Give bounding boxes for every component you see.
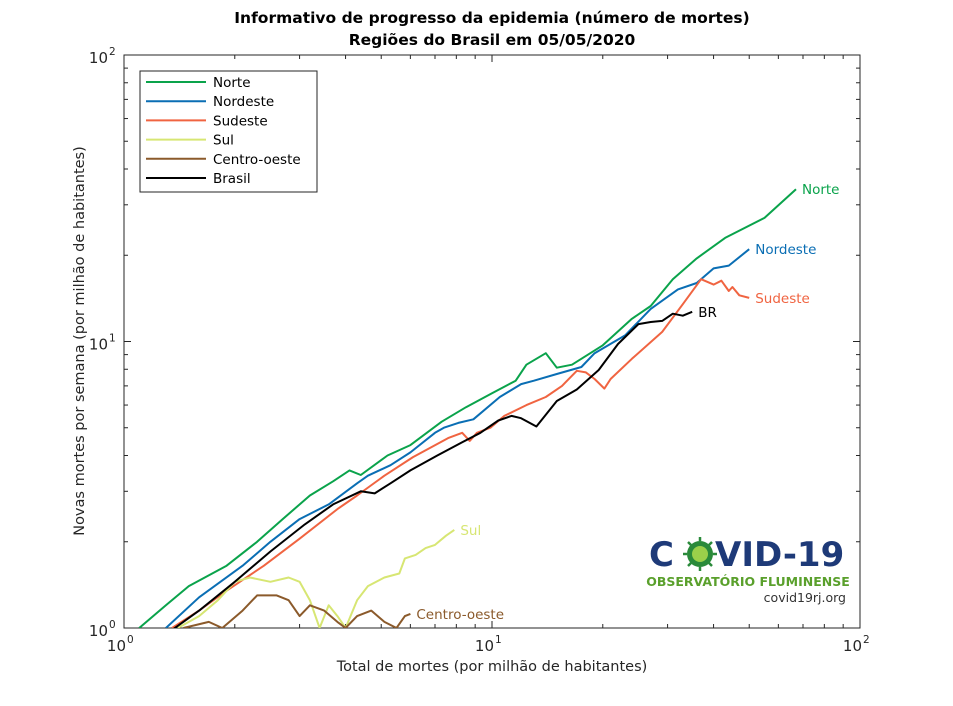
x-tick-labels: 10 0 10 1 10 2	[107, 634, 870, 655]
end-label-nordeste: Nordeste	[755, 242, 816, 258]
x-tick-exponent-1: 1	[495, 634, 502, 646]
y-tick-label-0: 10	[89, 622, 108, 640]
y-tick-label-2: 10	[89, 49, 108, 67]
series-lines	[138, 188, 797, 628]
legend-label-nordeste: Nordeste	[213, 94, 274, 110]
series-line-norte	[138, 188, 797, 628]
series-line-brasil	[173, 310, 693, 628]
virus-icon	[683, 537, 717, 571]
y-tick-exponent-2: 2	[109, 46, 116, 58]
legend: Norte Nordeste Sudeste Sul Centro-oeste Brasi…	[139, 70, 318, 193]
end-label-brasil: BR	[698, 305, 717, 321]
chart-subtitle: Regiões do Brasil em 05/05/2020	[349, 31, 636, 49]
end-label-sul: Sul	[460, 523, 481, 539]
y-tick-exponent-1: 1	[109, 333, 116, 345]
covid-logo: C VID-19 OBSERVATÓRIO FLUMINENSE covid19…	[646, 535, 850, 605]
series-line-sul	[177, 529, 455, 628]
logo-url: covid19rj.org	[764, 590, 846, 605]
logo-subtitle: OBSERVATÓRIO FLUMINENSE	[646, 574, 850, 589]
series-line-sudeste	[171, 278, 750, 628]
x-tick-exponent-2: 2	[863, 634, 870, 646]
x-tick-label-2: 10	[843, 637, 862, 655]
x-tick-label-1: 10	[475, 637, 494, 655]
logo-title-left: C	[649, 535, 674, 575]
legend-label-brasil: Brasil	[213, 171, 251, 187]
end-label-sudeste: Sudeste	[755, 291, 810, 307]
chart-title: Informativo de progresso da epidemia (nú…	[234, 9, 749, 27]
legend-box	[139, 70, 318, 193]
y-tick-label-1: 10	[89, 336, 108, 354]
x-axis-label: Total de mortes (por milhão de habitante…	[336, 659, 648, 675]
end-label-centro-oeste: Centro-oeste	[416, 607, 504, 623]
y-axis-label: Novas mortes por semana (por milhão de h…	[72, 146, 88, 536]
series-end-labels: Norte Nordeste Sudeste Sul Centro-oeste BR	[416, 182, 839, 623]
axis-ticks	[123, 54, 861, 629]
logo-title-right: VID-19	[715, 535, 844, 575]
x-tick-label-0: 10	[107, 637, 126, 655]
legend-label-norte: Norte	[213, 75, 251, 91]
series-line-nordeste	[165, 248, 750, 628]
legend-label-sudeste: Sudeste	[213, 113, 268, 129]
legend-label-centro-oeste: Centro-oeste	[213, 152, 301, 168]
y-tick-exponent-0: 0	[109, 619, 116, 631]
series-line-centro-oeste	[183, 594, 411, 628]
legend-label-sul: Sul	[213, 133, 234, 149]
legend-items: Norte Nordeste Sudeste Sul Centro-oeste Brasi…	[146, 75, 301, 187]
x-tick-exponent-0: 0	[127, 634, 134, 646]
end-label-norte: Norte	[802, 182, 840, 198]
